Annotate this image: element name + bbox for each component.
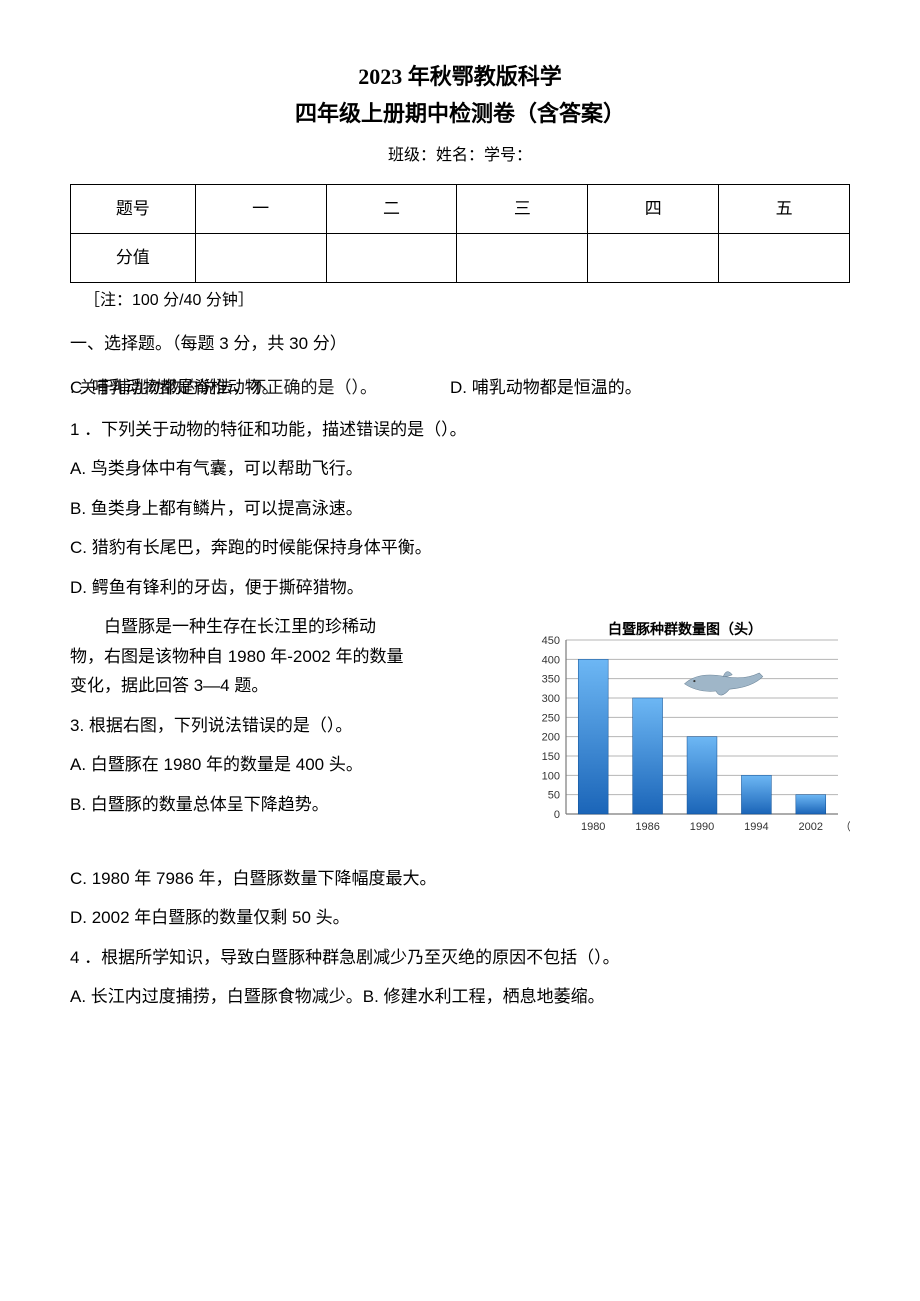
q4-stem: 4 ．根据所学知识，导致白暨豚种群急剧减少乃至灭绝的原因不包括（）。 [70,945,850,971]
svg-text:100: 100 [542,770,560,782]
cell-label: 分值 [71,234,196,283]
q3-a: A. 白暨豚在 1980 年的数量是 400 头。 [70,752,504,778]
cell [457,234,588,283]
exam-note: ［注：100 分/40 分钟］ [84,289,850,313]
svg-text:2002: 2002 [799,821,823,833]
q4-a: A. 长江内过度捕捞，白暨豚食物减少。B. 修建水利工程，栖息地萎缩。 [70,984,850,1010]
table-row: 分值 [71,234,850,283]
svg-text:200: 200 [542,732,560,744]
q1-d: D. 鳄鱼有锋利的牙齿，便于撕碎猎物。 [70,575,850,601]
svg-text:250: 250 [542,712,560,724]
svg-text:150: 150 [542,751,560,763]
q1-c: C. 猎豹有长尾巴，奔跑的时候能保持身体平衡。 [70,535,850,561]
q1-stem: 1 ．下列关于动物的特征和功能，描述错误的是（）。 [70,417,850,443]
svg-text:0: 0 [554,809,560,821]
cell: 三 [457,185,588,234]
cell [326,234,457,283]
section-heading: 一、选择题。（每题 3 分，共 30 分） [70,331,850,357]
svg-text:1980: 1980 [581,821,605,833]
cell [588,234,719,283]
svg-text:300: 300 [542,693,560,705]
svg-text:400: 400 [542,654,560,666]
q3-d: D. 2002 年白暨豚的数量仅剩 50 头。 [70,905,850,931]
table-row: 题号 一 二 三 四 五 [71,185,850,234]
cell: 四 [588,185,719,234]
q3-stem: 3. 根据右图，下列说法错误的是（）。 [70,713,504,739]
cell [719,234,850,283]
chart-title: 白暨豚种群数量图（头） [520,620,850,641]
option-d: D. 哺乳动物都是恒温的。 [450,375,642,401]
cell-label: 题号 [71,185,196,234]
passage-l1: 白暨豚是一种生存在长江里的珍稀动 [70,614,504,640]
passage-l3: 变化，据此回答 3—4 题。 [70,673,504,699]
svg-text:350: 350 [542,674,560,686]
overlapped-line: . 关于哺乳动物的说法，不正确的是（）。 C. 哺乳动物都是脊椎动物。 D. 哺… [70,375,850,403]
score-table: 题号 一 二 三 四 五 分值 [70,184,850,283]
chart-svg: 0501001502002503003504004501980198619901… [520,614,850,844]
svg-text:（年）: （年） [840,819,850,833]
cell [195,234,326,283]
option-c: C. 哺乳动物都是脊椎动物。 [70,375,279,401]
cell: 二 [326,185,457,234]
q3-b: B. 白暨豚的数量总体呈下降趋势。 [70,792,504,818]
dolphin-icon [680,664,770,700]
svg-text:1994: 1994 [744,821,768,833]
cell: 五 [719,185,850,234]
svg-text:50: 50 [548,790,560,802]
svg-text:1986: 1986 [635,821,659,833]
baiji-chart: 白暨豚种群数量图（头） 0501001502002503003504004501… [520,614,850,852]
doc-title: 2023 年秋鄂教版科学 [70,60,850,93]
q1-b: B. 鱼类身上都有鳞片，可以提高泳速。 [70,496,850,522]
q1-a: A. 鸟类身体中有气囊，可以帮助飞行。 [70,456,850,482]
svg-text:1990: 1990 [690,821,714,833]
passage-l2: 物，右图是该物种自 1980 年-2002 年的数量 [70,644,504,670]
doc-meta: 班级：姓名：学号： [70,144,850,168]
doc-subtitle: 四年级上册期中检测卷（含答案） [70,97,850,130]
cell: 一 [195,185,326,234]
q3-c: C. 1980 年 7986 年，白暨豚数量下降幅度最大。 [70,866,850,892]
